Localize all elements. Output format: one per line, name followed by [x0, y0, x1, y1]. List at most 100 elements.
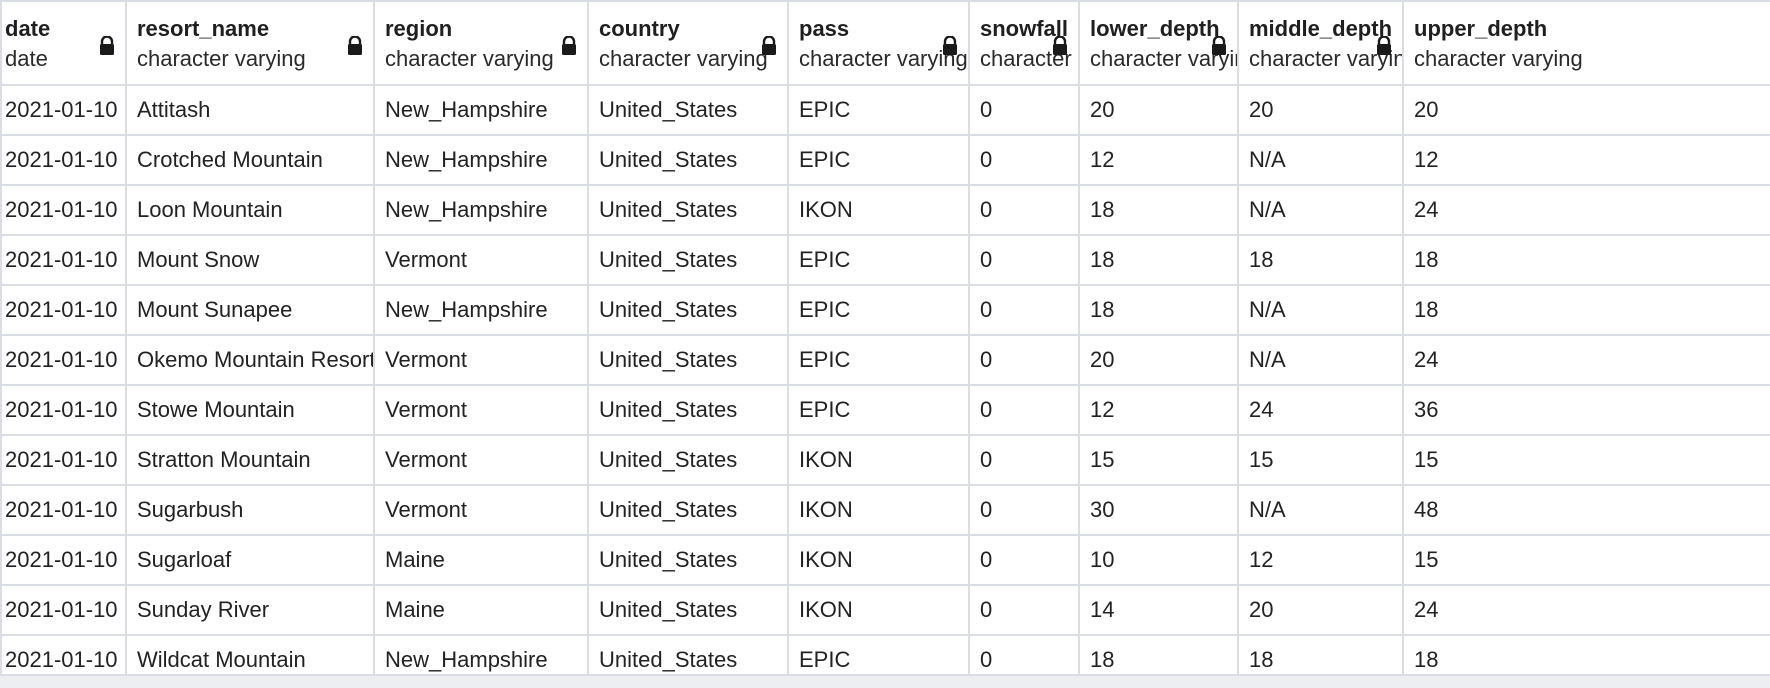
- cell-resort-name[interactable]: Mount Sunapee: [125, 284, 375, 336]
- cell-lower-depth[interactable]: 15: [1078, 434, 1239, 486]
- table-row[interactable]: 2021-01-10 Okemo Mountain Resort Vermont Un…: [0, 334, 1770, 386]
- cell-snowfall[interactable]: 0: [968, 84, 1080, 136]
- table-row[interactable]: 2021-01-10 Crotched Mountain New_Hampshire…: [0, 134, 1770, 186]
- cell-date[interactable]: 2021-01-10: [0, 234, 127, 286]
- cell-region[interactable]: Vermont: [373, 234, 589, 286]
- cell-pass[interactable]: IKON: [787, 584, 970, 636]
- cell-middle-depth[interactable]: 18: [1237, 234, 1404, 286]
- cell-country[interactable]: United_States: [587, 484, 789, 536]
- cell-resort-name[interactable]: Sugarloaf: [125, 534, 375, 586]
- cell-date[interactable]: 2021-01-10: [0, 184, 127, 236]
- cell-lower-depth[interactable]: 14: [1078, 584, 1239, 636]
- cell-date[interactable]: 2021-01-10: [0, 584, 127, 636]
- cell-resort-name[interactable]: Okemo Mountain Resort: [125, 334, 375, 386]
- table-row[interactable]: 2021-01-10 Stowe Mountain Vermont United_St…: [0, 384, 1770, 436]
- cell-lower-depth[interactable]: 10: [1078, 534, 1239, 586]
- cell-region[interactable]: Maine: [373, 584, 589, 636]
- cell-resort-name[interactable]: Crotched Mountain: [125, 134, 375, 186]
- table-row[interactable]: 2021-01-10 Loon Mountain New_Hampshire Unit…: [0, 184, 1770, 236]
- cell-region[interactable]: Vermont: [373, 434, 589, 486]
- cell-country[interactable]: United_States: [587, 84, 789, 136]
- column-header-country[interactable]: country character varying: [587, 0, 789, 86]
- cell-country[interactable]: United_States: [587, 334, 789, 386]
- table-row[interactable]: 2021-01-10 Attitash New_Hampshire United_St…: [0, 84, 1770, 136]
- cell-region[interactable]: Maine: [373, 534, 589, 586]
- table-row[interactable]: 2021-01-10 Mount Snow Vermont United_States…: [0, 234, 1770, 286]
- cell-country[interactable]: United_States: [587, 584, 789, 636]
- cell-lower-depth[interactable]: 12: [1078, 384, 1239, 436]
- cell-date[interactable]: 2021-01-10: [0, 284, 127, 336]
- cell-country[interactable]: United_States: [587, 434, 789, 486]
- cell-date[interactable]: 2021-01-10: [0, 134, 127, 186]
- cell-snowfall[interactable]: 0: [968, 334, 1080, 386]
- cell-snowfall[interactable]: 0: [968, 134, 1080, 186]
- cell-upper-depth[interactable]: 24: [1402, 184, 1770, 236]
- cell-middle-depth[interactable]: N/A: [1237, 184, 1404, 236]
- cell-lower-depth[interactable]: 20: [1078, 334, 1239, 386]
- cell-snowfall[interactable]: 0: [968, 384, 1080, 436]
- cell-region[interactable]: Vermont: [373, 484, 589, 536]
- cell-pass[interactable]: EPIC: [787, 384, 970, 436]
- column-header-date[interactable]: date date: [0, 0, 127, 86]
- cell-country[interactable]: United_States: [587, 384, 789, 436]
- cell-pass[interactable]: EPIC: [787, 84, 970, 136]
- cell-upper-depth[interactable]: 48: [1402, 484, 1770, 536]
- cell-pass[interactable]: IKON: [787, 184, 970, 236]
- cell-middle-depth[interactable]: 20: [1237, 584, 1404, 636]
- cell-upper-depth[interactable]: 24: [1402, 334, 1770, 386]
- cell-middle-depth[interactable]: 24: [1237, 384, 1404, 436]
- column-header-upper-depth[interactable]: upper_depth character varying: [1402, 0, 1770, 86]
- cell-snowfall[interactable]: 0: [968, 434, 1080, 486]
- cell-snowfall[interactable]: 0: [968, 284, 1080, 336]
- cell-snowfall[interactable]: 0: [968, 234, 1080, 286]
- cell-resort-name[interactable]: Stowe Mountain: [125, 384, 375, 436]
- cell-lower-depth[interactable]: 30: [1078, 484, 1239, 536]
- cell-country[interactable]: United_States: [587, 184, 789, 236]
- cell-country[interactable]: United_States: [587, 134, 789, 186]
- table-row[interactable]: 2021-01-10 Sugarbush Vermont United_States I…: [0, 484, 1770, 536]
- cell-region[interactable]: New_Hampshire: [373, 84, 589, 136]
- cell-pass[interactable]: EPIC: [787, 334, 970, 386]
- horizontal-scrollbar-track[interactable]: [0, 674, 1770, 688]
- cell-middle-depth[interactable]: N/A: [1237, 484, 1404, 536]
- cell-resort-name[interactable]: Mount Snow: [125, 234, 375, 286]
- cell-upper-depth[interactable]: 20: [1402, 84, 1770, 136]
- cell-region[interactable]: Vermont: [373, 384, 589, 436]
- cell-country[interactable]: United_States: [587, 284, 789, 336]
- column-header-lower-depth[interactable]: lower_depth character varying: [1078, 0, 1239, 86]
- cell-upper-depth[interactable]: 15: [1402, 534, 1770, 586]
- cell-snowfall[interactable]: 0: [968, 584, 1080, 636]
- cell-middle-depth[interactable]: N/A: [1237, 134, 1404, 186]
- cell-pass[interactable]: IKON: [787, 534, 970, 586]
- cell-region[interactable]: New_Hampshire: [373, 184, 589, 236]
- cell-resort-name[interactable]: Sugarbush: [125, 484, 375, 536]
- cell-country[interactable]: United_States: [587, 234, 789, 286]
- table-row[interactable]: 2021-01-10 Stratton Mountain Vermont United…: [0, 434, 1770, 486]
- cell-date[interactable]: 2021-01-10: [0, 84, 127, 136]
- cell-snowfall[interactable]: 0: [968, 184, 1080, 236]
- table-row[interactable]: 2021-01-10 Sugarloaf Maine United_States IKO…: [0, 534, 1770, 586]
- column-header-region[interactable]: region character varying: [373, 0, 589, 86]
- cell-resort-name[interactable]: Attitash: [125, 84, 375, 136]
- cell-lower-depth[interactable]: 18: [1078, 234, 1239, 286]
- cell-date[interactable]: 2021-01-10: [0, 334, 127, 386]
- cell-upper-depth[interactable]: 18: [1402, 234, 1770, 286]
- cell-resort-name[interactable]: Loon Mountain: [125, 184, 375, 236]
- cell-middle-depth[interactable]: 12: [1237, 534, 1404, 586]
- cell-upper-depth[interactable]: 18: [1402, 284, 1770, 336]
- cell-upper-depth[interactable]: 15: [1402, 434, 1770, 486]
- cell-lower-depth[interactable]: 18: [1078, 284, 1239, 336]
- cell-pass[interactable]: EPIC: [787, 134, 970, 186]
- cell-region[interactable]: New_Hampshire: [373, 134, 589, 186]
- column-header-middle-depth[interactable]: middle_depth character varying: [1237, 0, 1404, 86]
- cell-resort-name[interactable]: Sunday River: [125, 584, 375, 636]
- cell-middle-depth[interactable]: 15: [1237, 434, 1404, 486]
- cell-date[interactable]: 2021-01-10: [0, 484, 127, 536]
- cell-lower-depth[interactable]: 12: [1078, 134, 1239, 186]
- column-header-resort-name[interactable]: resort_name character varying: [125, 0, 375, 86]
- cell-resort-name[interactable]: Stratton Mountain: [125, 434, 375, 486]
- cell-upper-depth[interactable]: 36: [1402, 384, 1770, 436]
- cell-pass[interactable]: EPIC: [787, 234, 970, 286]
- table-row[interactable]: 2021-01-10 Mount Sunapee New_Hampshire Unit…: [0, 284, 1770, 336]
